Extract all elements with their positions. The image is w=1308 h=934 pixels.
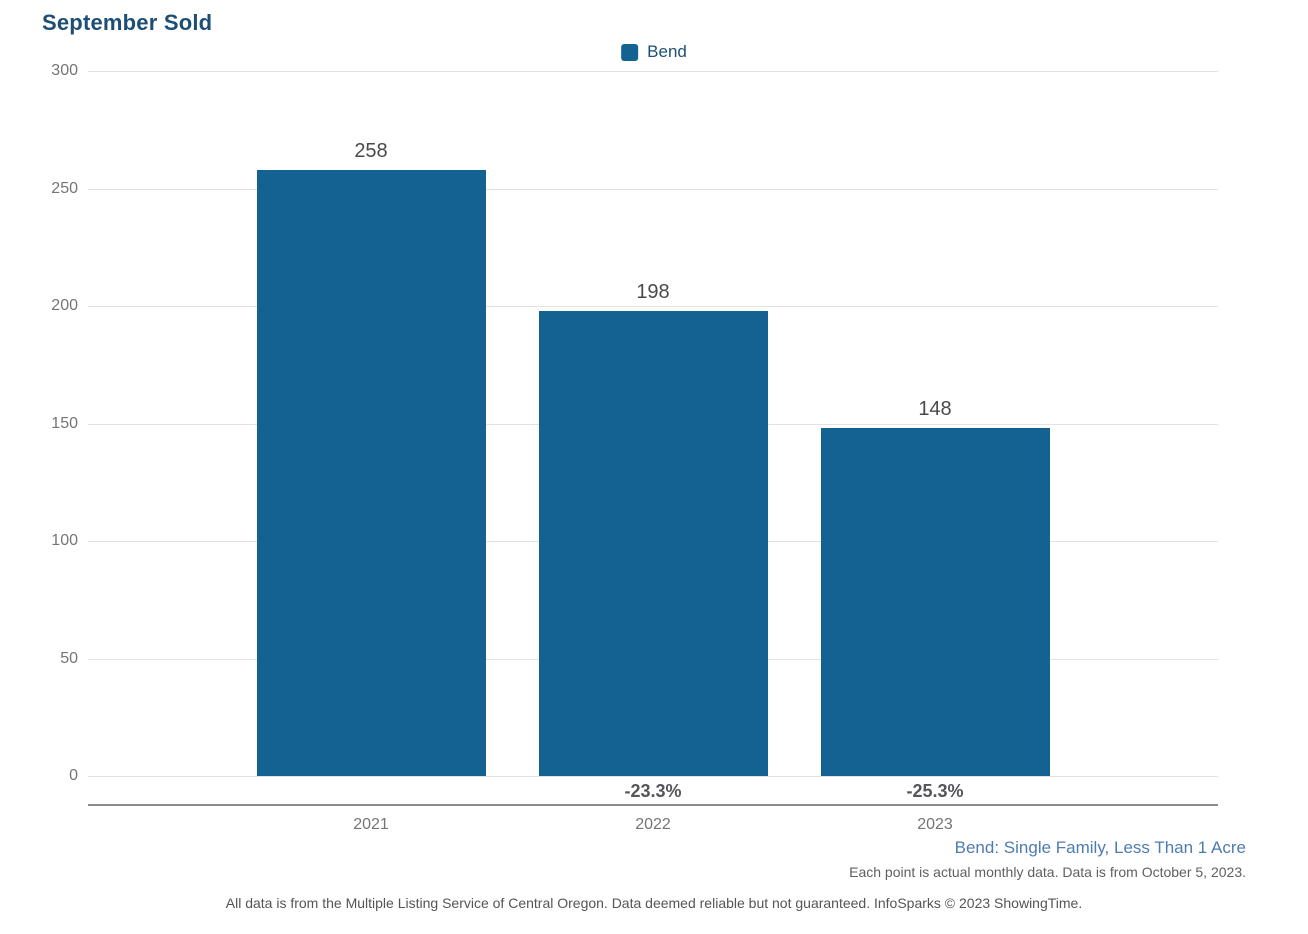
bar-value-label: 148	[909, 398, 961, 421]
gridline	[88, 71, 1218, 72]
y-tick-label: 100	[51, 532, 78, 549]
x-tick-label: 2022	[635, 816, 671, 833]
series-description: Bend: Single Family, Less Than 1 Acre	[954, 838, 1246, 857]
chart-title: September Sold	[42, 10, 213, 35]
x-tick-label: 2023	[917, 816, 953, 833]
bar-2023[interactable]	[821, 428, 1050, 776]
bar-2022[interactable]	[539, 311, 768, 776]
y-tick-label: 200	[51, 297, 78, 314]
bar-value-label: 198	[627, 281, 679, 304]
disclaimer-text: All data is from the Multiple Listing Se…	[225, 895, 1083, 911]
legend-swatch-bend-icon	[621, 43, 639, 61]
data-source-note: Each point is actual monthly data. Data …	[849, 864, 1246, 880]
y-tick-label: 50	[60, 650, 78, 667]
gridline	[88, 776, 1218, 777]
x-axis-line	[88, 804, 1218, 806]
y-tick-label: 150	[51, 415, 78, 432]
y-tick-label: 250	[51, 180, 78, 197]
legend[interactable]: Bend	[621, 42, 687, 62]
pct-change-label: -23.3%	[624, 781, 682, 801]
y-tick-label: 300	[51, 62, 78, 79]
gridline	[88, 189, 1218, 190]
bar-2021[interactable]	[257, 170, 486, 776]
legend-label-bend: Bend	[647, 42, 687, 61]
bar-value-label: 258	[345, 140, 397, 163]
x-tick-label: 2021	[353, 816, 389, 833]
pct-change-label: -25.3%	[906, 781, 964, 801]
y-tick-label: 0	[69, 767, 78, 784]
gridline	[88, 306, 1218, 307]
